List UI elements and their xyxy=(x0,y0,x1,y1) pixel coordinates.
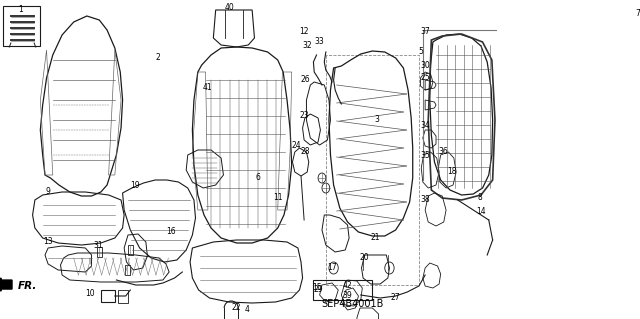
Text: FR.: FR. xyxy=(18,280,38,291)
Text: 30: 30 xyxy=(420,61,430,70)
Text: 38: 38 xyxy=(420,196,430,204)
Text: 34: 34 xyxy=(420,121,430,130)
Text: 11: 11 xyxy=(273,194,282,203)
Text: 1: 1 xyxy=(19,5,23,14)
Text: 12: 12 xyxy=(300,27,309,36)
Text: 32: 32 xyxy=(303,41,312,49)
Text: 24: 24 xyxy=(292,140,301,150)
Text: 27: 27 xyxy=(391,293,401,302)
Text: 29: 29 xyxy=(313,286,323,294)
Text: 17: 17 xyxy=(327,263,337,272)
Text: 20: 20 xyxy=(360,254,369,263)
Text: 35: 35 xyxy=(420,151,430,160)
Text: 8: 8 xyxy=(477,194,482,203)
Text: 13: 13 xyxy=(44,238,53,247)
Text: 36: 36 xyxy=(439,147,449,157)
Text: 7: 7 xyxy=(636,10,640,19)
Text: 15: 15 xyxy=(312,283,321,292)
Text: 39: 39 xyxy=(342,291,353,300)
Text: 37: 37 xyxy=(420,27,430,36)
Text: 21: 21 xyxy=(371,234,380,242)
FancyArrow shape xyxy=(0,278,12,291)
Text: 22: 22 xyxy=(231,303,241,313)
Text: 9: 9 xyxy=(45,188,51,197)
Text: 4: 4 xyxy=(244,306,249,315)
Text: 5: 5 xyxy=(418,48,423,56)
Text: 40: 40 xyxy=(225,4,234,12)
Text: 19: 19 xyxy=(130,181,140,189)
Text: 31: 31 xyxy=(93,241,102,250)
Text: 26: 26 xyxy=(301,76,310,85)
Text: 28: 28 xyxy=(301,147,310,157)
Text: 14: 14 xyxy=(476,207,486,217)
Text: 6: 6 xyxy=(255,174,260,182)
Text: 3: 3 xyxy=(374,115,380,124)
Text: 10: 10 xyxy=(85,288,95,298)
Text: 16: 16 xyxy=(166,227,175,236)
Text: 2: 2 xyxy=(156,54,161,63)
Text: 23: 23 xyxy=(300,110,309,120)
Text: 33: 33 xyxy=(315,38,324,47)
Text: SEP4B4001B: SEP4B4001B xyxy=(321,299,384,309)
Text: 25: 25 xyxy=(420,73,430,83)
Text: 42: 42 xyxy=(343,280,353,290)
Text: 18: 18 xyxy=(447,167,456,176)
Text: 41: 41 xyxy=(203,84,212,93)
